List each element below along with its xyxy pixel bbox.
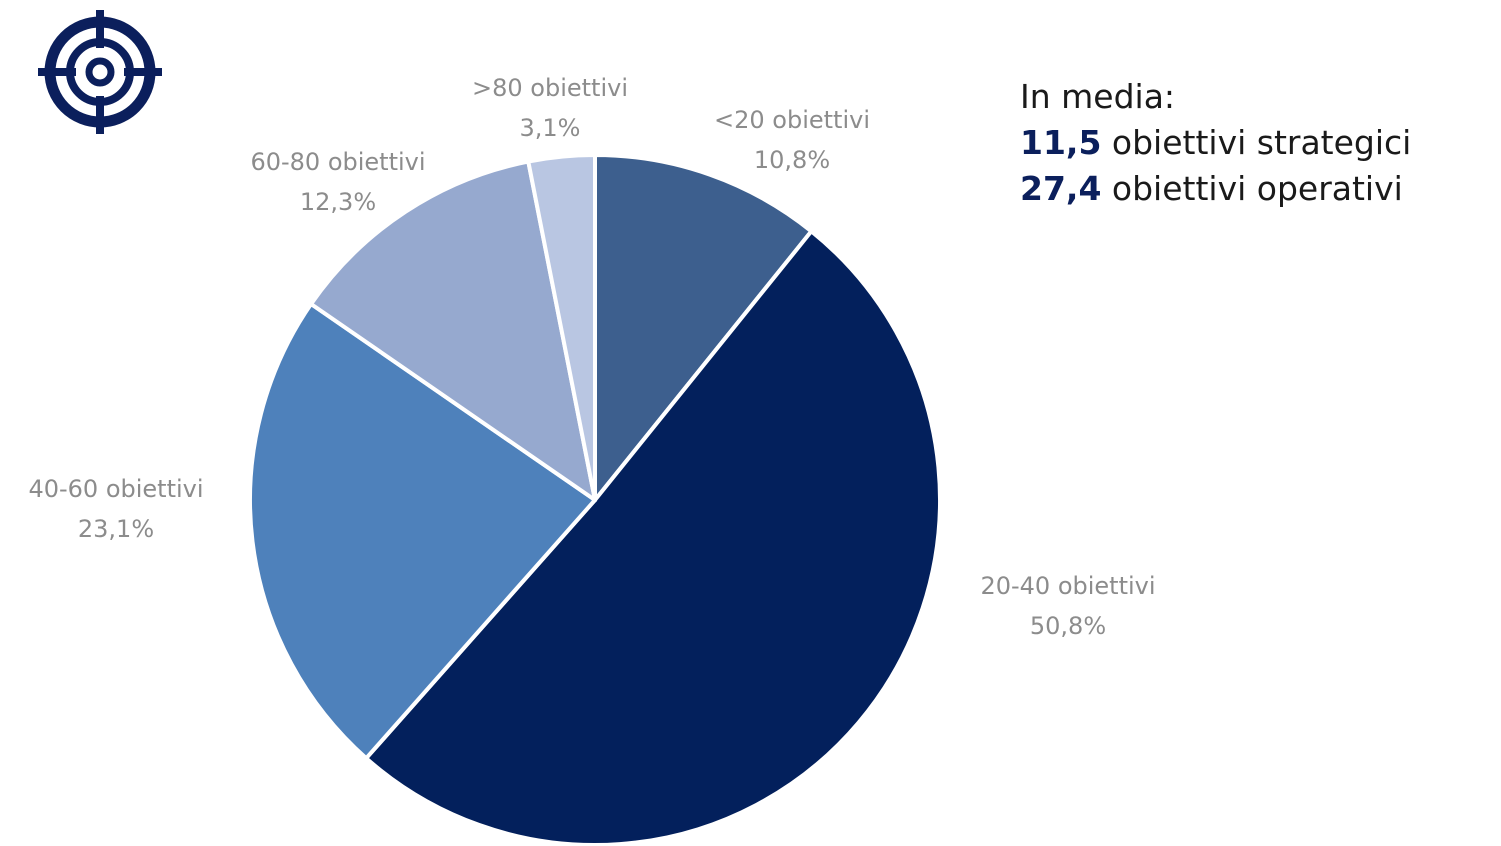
slice-value-0: 10,8% xyxy=(754,146,830,174)
pie-slices xyxy=(248,153,943,846)
summary-line-operational: 27,4 obiettivi operativi xyxy=(1020,166,1411,212)
pie-slice-1 xyxy=(364,229,943,846)
target-icon xyxy=(38,10,162,134)
slice-value-2: 23,1% xyxy=(78,515,154,543)
summary-box: In media: 11,5 obiettivi strategici 27,4… xyxy=(1020,74,1411,212)
pie-slice-4 xyxy=(526,153,597,502)
slice-label-0: <20 obiettivi xyxy=(714,106,870,134)
slice-value-1: 50,8% xyxy=(1030,612,1106,640)
slice-label-1: 20-40 obiettivi xyxy=(980,572,1155,600)
slice-label-3: 60-80 obiettivi xyxy=(250,148,425,176)
summary-number-operational: 27,4 xyxy=(1020,169,1102,208)
pie-slice-2 xyxy=(248,302,597,761)
summary-text-strategic: obiettivi strategici xyxy=(1101,123,1412,162)
pie-labels: <20 obiettivi 10,8% 20-40 obiettivi 50,8% 40… xyxy=(28,74,1155,640)
slice-label-4: >80 obiettivi xyxy=(472,74,628,102)
slice-value-4: 3,1% xyxy=(520,114,581,142)
summary-text-operational: obiettivi operativi xyxy=(1101,169,1403,208)
summary-line-strategic: 11,5 obiettivi strategici xyxy=(1020,120,1411,166)
slice-label-2: 40-60 obiettivi xyxy=(28,475,203,503)
summary-title: In media: xyxy=(1020,77,1176,116)
pie-slice-3 xyxy=(309,159,597,502)
slice-value-3: 12,3% xyxy=(300,188,376,216)
summary-number-strategic: 11,5 xyxy=(1020,123,1102,162)
pie-slice-0 xyxy=(593,153,814,502)
